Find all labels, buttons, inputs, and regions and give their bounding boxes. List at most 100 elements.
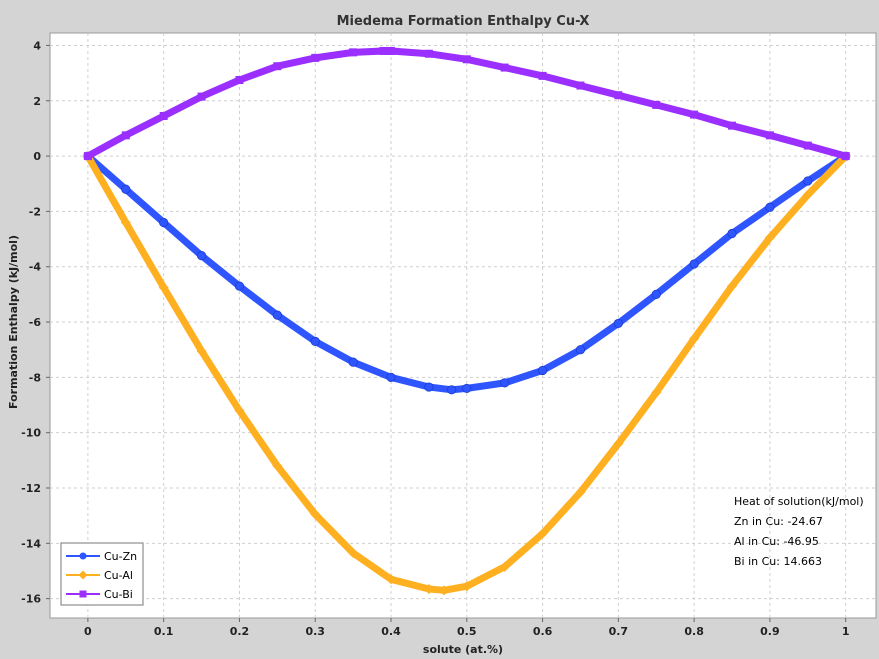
data-point [311, 53, 320, 62]
data-point [273, 62, 282, 71]
data-point [613, 438, 624, 449]
x-tick-label: 0.9 [760, 625, 780, 638]
x-tick-label: 0 [84, 625, 92, 638]
y-tick-label: 4 [33, 39, 41, 52]
data-point [447, 385, 457, 395]
data-point [537, 528, 548, 539]
legend-label-cu-bi: Cu-Bi [104, 588, 133, 601]
data-point [613, 318, 623, 329]
data-point [348, 548, 359, 558]
x-tick-label: 0.5 [457, 625, 477, 638]
legend-label-cu-al: Cu-Al [104, 569, 133, 582]
data-point [689, 333, 700, 344]
series-layer [82, 46, 851, 596]
data-point [159, 111, 168, 120]
y-tick-label: -10 [21, 427, 41, 440]
series-line [84, 152, 850, 594]
data-point [379, 46, 388, 55]
legend-item-cu-al: Cu-Al [66, 569, 133, 582]
data-point [803, 176, 813, 186]
annotation-line-zn: Zn in Cu: -24.67 [734, 515, 823, 528]
series-cu-bi [83, 46, 850, 161]
data-point [461, 581, 472, 592]
x-tick-label: 0.3 [305, 625, 325, 638]
data-point [235, 76, 244, 85]
x-tick-label: 0.4 [381, 625, 401, 638]
data-point [802, 189, 813, 200]
data-point [196, 251, 207, 261]
y-tick-label: -6 [29, 316, 42, 329]
data-point [689, 259, 699, 269]
data-point [272, 310, 282, 320]
data-point [614, 91, 623, 100]
data-point [386, 574, 397, 585]
data-point [159, 217, 169, 228]
data-point [576, 81, 585, 90]
gridlines [50, 33, 876, 618]
data-point [310, 336, 320, 347]
x-tick-label: 1 [842, 625, 850, 638]
data-point [728, 121, 737, 130]
data-point [538, 71, 547, 80]
y-tick-label: 2 [33, 95, 41, 108]
data-point [386, 372, 396, 382]
data-point [764, 232, 775, 243]
legend-item-cu-zn: Cu-Zn [66, 550, 137, 563]
y-tick-label: -4 [29, 261, 42, 274]
data-point [121, 184, 131, 194]
data-point [462, 383, 472, 394]
data-point [272, 460, 283, 471]
data-point [439, 585, 450, 596]
annotation-box: Heat of solution(kJ/mol) Zn in Cu: -24.6… [734, 495, 864, 568]
data-point [387, 46, 396, 55]
data-point [83, 152, 92, 161]
legend-marker-circle [79, 552, 87, 560]
legend-marker-diamond [78, 570, 88, 580]
data-point [462, 55, 471, 64]
data-point [652, 100, 661, 109]
y-tick-labels: 4 2 0 -2 -4 -6 -8 -10 -12 -14 -16 [21, 39, 50, 606]
x-tick-label: 0.2 [230, 625, 250, 638]
x-tick-label: 0.6 [533, 625, 553, 638]
y-axis-label: Formation Enthalpy (kJ/mol) [7, 235, 20, 409]
legend-marker-square [79, 590, 87, 598]
y-tick-label: 0 [33, 150, 41, 163]
x-tick-label: 0.1 [154, 625, 174, 638]
data-point [727, 281, 738, 292]
plot-area [49, 32, 877, 619]
data-point [423, 583, 434, 594]
legend: Cu-Zn Cu-Al Cu-Bi [60, 542, 144, 606]
data-point [234, 281, 245, 291]
data-point [765, 131, 774, 140]
data-point [234, 405, 245, 416]
y-tick-label: -12 [21, 482, 41, 495]
data-point [196, 346, 207, 357]
data-point [803, 141, 812, 150]
legend-item-cu-bi: Cu-Bi [66, 588, 133, 601]
data-point [727, 228, 737, 239]
y-tick-label: -2 [29, 205, 41, 218]
series-line [84, 47, 850, 160]
annotation-heading: Heat of solution(kJ/mol) [734, 495, 864, 508]
x-tick-label: 0.7 [609, 625, 629, 638]
y-tick-label: -14 [21, 537, 41, 550]
data-point [120, 217, 131, 228]
annotation-line-bi: Bi in Cu: 14.663 [734, 555, 822, 568]
data-point [575, 487, 586, 498]
legend-label-cu-zn: Cu-Zn [104, 550, 137, 563]
data-point [651, 289, 661, 299]
data-point [500, 378, 510, 388]
data-point [121, 131, 130, 140]
data-point [575, 345, 586, 355]
data-point [651, 387, 662, 398]
data-point [765, 202, 775, 212]
data-point [537, 365, 548, 376]
x-tick-label: 0.8 [684, 625, 704, 638]
x-tick-labels: 0 0.1 0.2 0.3 0.4 0.5 0.6 0.7 0.8 0.9 1 [84, 618, 850, 638]
data-point [424, 382, 434, 392]
data-point [500, 63, 509, 72]
series-line [84, 152, 850, 394]
data-point [197, 92, 206, 101]
x-axis-label: solute (at.%) [423, 643, 503, 656]
